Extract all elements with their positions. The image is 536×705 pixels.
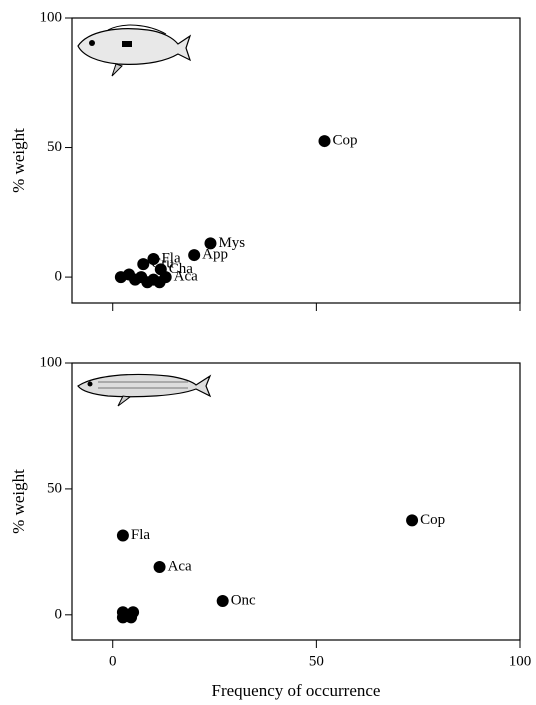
point (188, 249, 201, 262)
plot-frame (71, 362, 521, 641)
point-label: Cop (420, 512, 445, 528)
point-label: Cha (169, 261, 194, 277)
y-tick-label: 100 (40, 354, 63, 370)
y-tick-label: 50 (47, 480, 62, 496)
point (153, 276, 166, 289)
point (147, 252, 160, 265)
point (318, 135, 331, 148)
y-tick-label: 0 (55, 269, 63, 285)
x-tick-label: 50 (309, 653, 324, 669)
x-tick-label: 100 (509, 653, 532, 669)
point (406, 514, 419, 527)
point (216, 594, 229, 607)
fish-icon (77, 24, 192, 77)
point-label: Mys (218, 235, 245, 251)
point-label: Aca (168, 558, 192, 574)
point (137, 258, 150, 271)
x-tick-label: 0 (109, 653, 117, 669)
point (125, 611, 138, 624)
y-tick-label: 100 (40, 9, 63, 25)
y-tick-label: 50 (47, 139, 62, 155)
point-label: Onc (231, 592, 256, 608)
point-label: Fla (161, 250, 181, 266)
point-label: Aca (174, 269, 198, 285)
point (204, 237, 217, 250)
y-axis-title: % weight (9, 469, 28, 534)
x-axis-title: Frequency of occurrence (212, 681, 381, 700)
point-label: Cop (333, 133, 358, 149)
y-tick-label: 0 (55, 606, 63, 622)
point (116, 529, 129, 542)
point-label: App (202, 247, 228, 263)
plot-frame (71, 17, 521, 304)
y-axis-title: % weight (9, 128, 28, 193)
point (153, 560, 166, 573)
fish-icon (77, 373, 212, 407)
point-label: Fla (131, 527, 151, 543)
